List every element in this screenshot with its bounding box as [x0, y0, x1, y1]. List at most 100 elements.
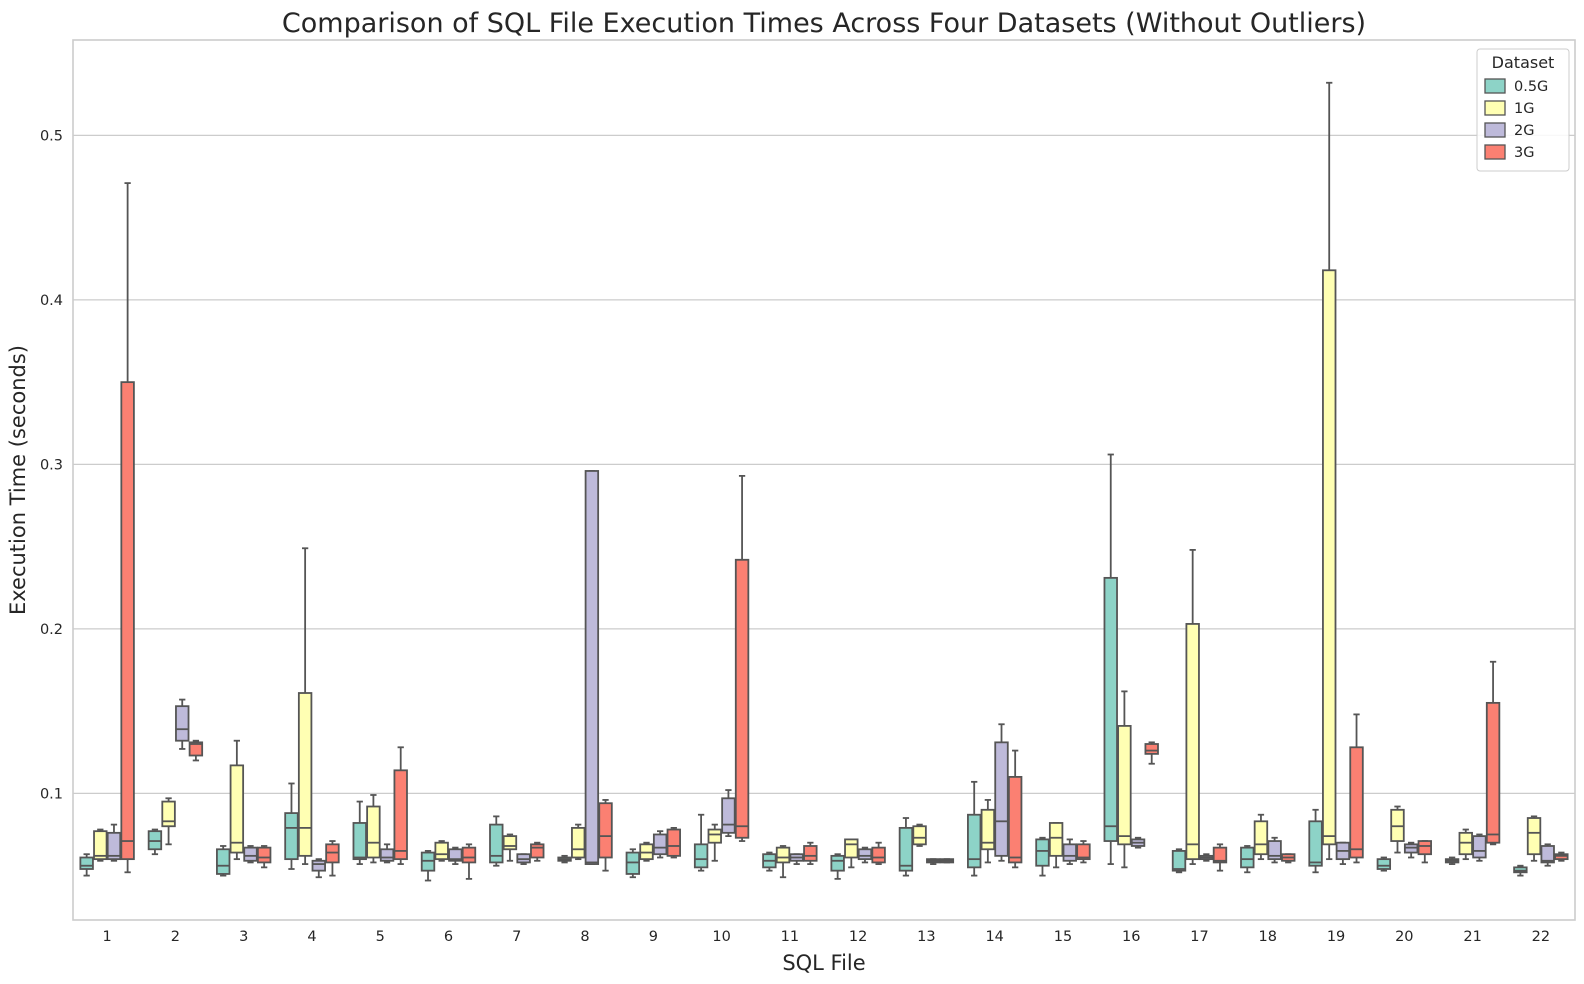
- legend: Dataset 0.5G 1G 2G 3G: [1476, 48, 1570, 172]
- box-1G-file-6: [434, 840, 449, 862]
- box-1G-file-5: [366, 794, 381, 864]
- box-3G-file-19: [1349, 713, 1364, 864]
- box-0.5G-file-1: [79, 853, 94, 877]
- box-2G-file-21: [1472, 833, 1487, 862]
- box-0.5G-file-21: [1444, 856, 1460, 865]
- legend-label: 1G: [1514, 101, 1534, 117]
- iqr-box: [693, 843, 709, 869]
- iqr-box: [1048, 822, 1064, 857]
- iqr-box: [1349, 746, 1364, 859]
- iqr-box: [571, 826, 586, 859]
- box-1G-file-19: [1322, 81, 1337, 861]
- y-axis-label: Execution Time (seconds): [6, 345, 30, 615]
- legend-label: 0.5G: [1514, 79, 1548, 95]
- box-2G-file-5: [379, 843, 395, 864]
- iqr-box: [707, 828, 722, 844]
- iqr-box: [1212, 846, 1228, 864]
- iqr-box: [871, 846, 886, 864]
- box-1G-file-1: [93, 828, 108, 862]
- box-3G-file-16: [1144, 741, 1159, 765]
- iqr-box: [803, 845, 818, 862]
- iqr-box: [393, 769, 408, 861]
- iqr-box: [584, 470, 600, 865]
- iqr-box: [1117, 725, 1132, 846]
- x-tick-label: 13: [917, 929, 935, 945]
- y-tick-labels: 0.1 0.2 0.3 0.4 0.5: [40, 128, 63, 802]
- box-0.5G-file-10: [693, 813, 709, 872]
- iqr-box: [598, 802, 613, 859]
- iqr-box: [434, 841, 449, 861]
- iqr-box: [530, 843, 545, 859]
- iqr-box: [379, 848, 395, 862]
- box-3G-file-7: [530, 841, 545, 862]
- box-0.5G-file-2: [147, 828, 163, 856]
- box-1G-file-15: [1048, 822, 1064, 869]
- iqr-box: [721, 797, 736, 834]
- x-tick-label: 18: [1259, 929, 1277, 945]
- legend-swatch: [1484, 78, 1506, 94]
- box-1G-file-10: [707, 823, 722, 862]
- x-tick-label: 12: [849, 929, 867, 945]
- x-tick-label: 3: [239, 929, 248, 945]
- box-3G-file-22: [1554, 851, 1569, 862]
- x-tick-label: 14: [985, 929, 1003, 945]
- box-3G-file-11: [803, 841, 818, 865]
- box-2G-file-12: [857, 846, 873, 864]
- box-0.5G-file-7: [489, 815, 504, 867]
- box-2G-file-9: [652, 830, 668, 859]
- box-2G-file-3: [243, 845, 258, 864]
- legend-label: 3G: [1514, 145, 1534, 161]
- iqr-box: [1253, 820, 1269, 856]
- x-tick-label: 2: [171, 929, 180, 945]
- x-tick-label: 5: [376, 929, 385, 945]
- iqr-box: [994, 741, 1009, 857]
- box-1G-file-20: [1390, 805, 1405, 854]
- x-tick-label: 21: [1463, 929, 1481, 945]
- iqr-box: [734, 558, 750, 839]
- box-0.5G-file-15: [1035, 836, 1050, 877]
- box-0.5G-file-3: [216, 845, 231, 877]
- legend-entry-1G: 1G: [1484, 100, 1534, 117]
- y-tick-label: 0.2: [40, 622, 63, 638]
- iqr-box: [967, 813, 982, 869]
- iqr-box: [1472, 835, 1487, 859]
- legend-entry-3G: 3G: [1484, 144, 1534, 161]
- iqr-box: [1007, 775, 1023, 864]
- plot-frame: [72, 39, 1576, 921]
- box-2G-file-7: [516, 853, 531, 865]
- box-1G-file-7: [502, 833, 518, 862]
- box-0.5G-file-9: [625, 848, 641, 879]
- iqr-box: [120, 381, 135, 861]
- box-2G-file-8: [584, 470, 600, 865]
- x-tick-label: 6: [444, 929, 453, 945]
- box-1G-file-11: [775, 845, 791, 879]
- x-axis-label: SQL File: [782, 951, 865, 975]
- box-2G-file-13: [926, 858, 941, 865]
- iqr-box: [229, 764, 245, 854]
- box-3G-file-2: [188, 739, 204, 762]
- box-2G-file-1: [106, 823, 122, 862]
- box-0.5G-file-13: [898, 817, 914, 877]
- box-2G-file-11: [789, 853, 804, 865]
- box-0.5G-file-5: [352, 800, 367, 865]
- y-tick-label: 0.5: [40, 128, 63, 144]
- x-tick-label: 7: [512, 929, 521, 945]
- iqr-box: [216, 848, 231, 875]
- box-2G-file-4: [311, 858, 326, 879]
- box-3G-file-10: [734, 474, 750, 842]
- iqr-box: [489, 823, 504, 864]
- box-0.5G-file-22: [1513, 864, 1528, 877]
- box-1G-file-3: [229, 739, 245, 861]
- box-3G-file-4: [325, 840, 340, 877]
- iqr-box: [106, 831, 122, 861]
- iqr-box: [502, 835, 518, 851]
- x-tick-label: 9: [649, 929, 658, 945]
- box-2G-file-14: [994, 723, 1009, 862]
- box-1G-file-13: [912, 823, 927, 847]
- box-1G-file-17: [1185, 549, 1200, 865]
- box-1G-file-18: [1253, 813, 1269, 861]
- iqr-box: [830, 854, 845, 872]
- legend-swatch: [1484, 122, 1506, 138]
- y-tick-label: 0.1: [40, 786, 63, 802]
- box-3G-file-15: [1076, 840, 1091, 864]
